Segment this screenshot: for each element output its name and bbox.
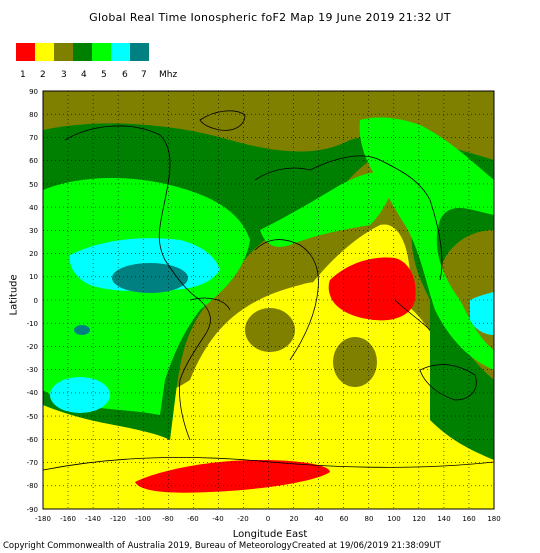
legend-swatch-1 xyxy=(16,43,35,61)
y-tick-label: -30 xyxy=(27,366,38,374)
x-tick-labels: -180 -160 -140 -120 -100 -80 -60 -40 -20… xyxy=(35,515,501,523)
y-tick-label: -80 xyxy=(27,482,38,490)
x-tick-label: -80 xyxy=(162,515,173,523)
x-tick-label: -180 xyxy=(35,515,51,523)
x-tick-label: 120 xyxy=(412,515,425,523)
y-tick-label: -50 xyxy=(27,413,38,421)
legend-label: 5 xyxy=(101,70,107,80)
x-axis-label: Longitude East xyxy=(232,529,308,540)
x-tick-label: 40 xyxy=(315,515,324,523)
x-tick-label: 60 xyxy=(340,515,349,523)
created-timestamp: Created at 19/06/2019 21:38:09UT xyxy=(292,541,441,551)
legend-label: 7 xyxy=(141,70,147,80)
legend-swatch-7 xyxy=(130,43,149,61)
y-tick-label: 50 xyxy=(29,181,38,189)
x-tick-label: -140 xyxy=(85,515,101,523)
legend-label: 6 xyxy=(122,70,128,80)
color-legend xyxy=(16,43,149,61)
y-tick-label: 80 xyxy=(29,111,38,119)
y-tick-label: 10 xyxy=(29,273,38,281)
x-tick-label: -100 xyxy=(135,515,151,523)
y-tick-label: -10 xyxy=(27,320,38,328)
legend-swatch-2 xyxy=(35,43,54,61)
x-tick-label: -60 xyxy=(187,515,198,523)
legend-label: 1 xyxy=(20,70,26,80)
coastlines xyxy=(43,110,494,471)
x-tick-label: -40 xyxy=(212,515,223,523)
x-tick-label: 100 xyxy=(387,515,400,523)
x-tick-label: 180 xyxy=(487,515,500,523)
y-tick-label: -20 xyxy=(27,343,38,351)
plot-frame xyxy=(42,90,495,510)
x-tick-label: -120 xyxy=(110,515,126,523)
x-tick-label: 20 xyxy=(290,515,299,523)
y-tick-label: -60 xyxy=(27,436,38,444)
y-tick-label: 0 xyxy=(34,297,38,305)
legend-swatch-4 xyxy=(73,43,92,61)
x-tick-label: -160 xyxy=(60,515,76,523)
x-tick-label: 0 xyxy=(266,515,270,523)
y-tick-label: 90 xyxy=(29,88,38,96)
y-tick-label: 40 xyxy=(29,204,38,212)
y-tick-label: 20 xyxy=(29,250,38,258)
x-tick-label: 160 xyxy=(462,515,475,523)
copyright-text: Copyright Commonwealth of Australia 2019… xyxy=(3,541,292,551)
x-tick-label: -20 xyxy=(237,515,248,523)
y-tick-label: -70 xyxy=(27,459,38,467)
y-tick-label: 60 xyxy=(29,157,38,165)
y-tick-label: 70 xyxy=(29,134,38,142)
legend-swatch-3 xyxy=(54,43,73,61)
x-tick-label: 80 xyxy=(365,515,374,523)
y-tick-label: -90 xyxy=(27,506,38,514)
x-tick-label: 140 xyxy=(437,515,450,523)
y-tick-labels: 90 80 70 60 50 40 30 20 10 0 -10 -20 -30… xyxy=(27,88,38,514)
y-tick-label: 30 xyxy=(29,227,38,235)
legend-label: 4 xyxy=(81,70,87,80)
lat-lon-grid xyxy=(43,91,494,509)
legend-swatch-6 xyxy=(111,43,130,61)
legend-label: 2 xyxy=(40,70,46,80)
map-title: Global Real Time Ionospheric foF2 Map 19… xyxy=(89,11,451,24)
y-axis-label: Latitude xyxy=(8,274,20,316)
legend-unit: Mhz xyxy=(159,70,178,80)
y-tick-label: -40 xyxy=(27,389,38,397)
legend-swatch-5 xyxy=(92,43,111,61)
legend-label: 3 xyxy=(61,70,67,80)
